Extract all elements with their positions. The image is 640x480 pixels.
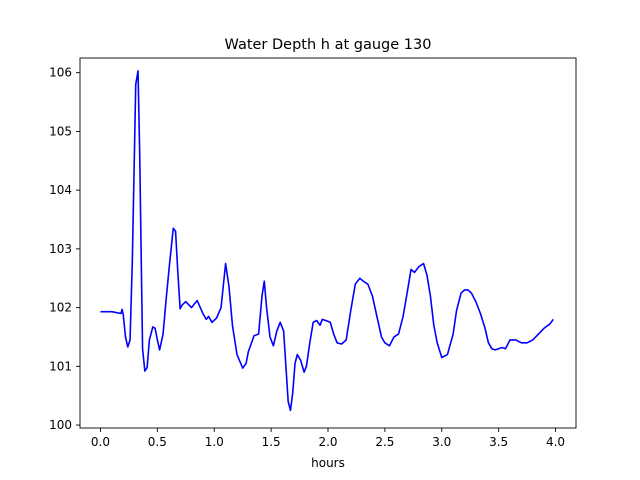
y-tick-label: 106 bbox=[49, 66, 72, 80]
x-tick-label: 3.0 bbox=[432, 435, 451, 449]
plot-frame bbox=[79, 57, 577, 429]
y-tick-label: 103 bbox=[49, 242, 72, 256]
x-axis-label: hours bbox=[311, 456, 345, 470]
x-tick-label: 0.0 bbox=[91, 435, 110, 449]
chart-title: Water Depth h at gauge 130 bbox=[225, 37, 432, 53]
y-tick-label: 104 bbox=[49, 183, 72, 197]
y-tick-label: 101 bbox=[49, 359, 72, 373]
y-tick-label: 105 bbox=[49, 124, 72, 138]
x-tick-label: 0.5 bbox=[148, 435, 167, 449]
x-tick-label: 3.5 bbox=[489, 435, 508, 449]
x-tick-label: 1.5 bbox=[262, 435, 281, 449]
x-tick-label: 2.5 bbox=[375, 435, 394, 449]
plot-area bbox=[79, 57, 577, 429]
y-tick-label: 102 bbox=[49, 301, 72, 315]
x-tick-label: 2.0 bbox=[318, 435, 337, 449]
x-tick-label: 1.0 bbox=[205, 435, 224, 449]
y-tick-label: 100 bbox=[49, 418, 72, 432]
x-axis: 0.0 0.5 1.0 1.5 2.0 2.5 3.0 3.5 4.0 bbox=[91, 428, 565, 449]
series-line bbox=[100, 70, 554, 412]
x-tick-label: 4.0 bbox=[546, 435, 565, 449]
y-axis: 100 101 102 103 104 105 106 bbox=[49, 66, 80, 432]
